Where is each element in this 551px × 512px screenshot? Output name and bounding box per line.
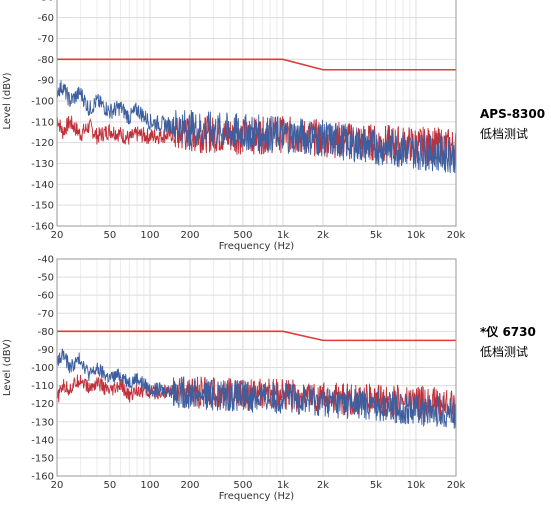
note-top-text: 低档测试 [480,127,529,141]
chart0-y-tick-label: -80 [38,55,54,66]
chart0-y-tick-label: -90 [38,76,54,87]
chart0-plot-area [57,0,456,226]
chart0-y-tick-label: -140 [31,180,54,191]
chart0-x-tick-label: 2k [317,230,329,241]
chart1-y-tick-label: -130 [31,417,54,428]
chart0-series-1-line [56,80,457,174]
chart0-y-tick-label: -60 [38,13,54,24]
chart1-y-tick-label: -70 [38,309,54,320]
chart1-x-axis-title: Frequency (Hz) [219,491,295,502]
chart0-x-tick-label: 500 [233,230,252,241]
chart1-y-tick-label: -110 [31,381,54,392]
chart1-x-tick-label: 5k [370,480,382,491]
chart0-x-tick-label: 50 [104,230,117,241]
chart0-x-tick-label: 1k [277,230,289,241]
chart0-y-tick-label: -50 [38,0,54,3]
chart1-frame [56,258,457,477]
chart1-x-tick-label: 10k [407,480,426,491]
chart1-y-tick-label: -90 [38,345,54,356]
chart0-x-tick-label: 20k [447,230,466,241]
note-bottom-text: 低档测试 [480,345,529,359]
chart0-y-tick-label: -150 [31,201,54,212]
chart1-y-tick-label: -120 [31,399,54,410]
chart1-x-tick-label: 20k [447,480,466,491]
note-top: APS-8300 低档测试 [480,104,545,144]
chart1-x-tick-label: 50 [104,480,117,491]
chart1-x-tick-label: 500 [233,480,252,491]
chart0-y-tick-label: -100 [31,97,54,108]
chart0-y-tick-label: -160 [31,222,54,233]
chart1-series-1-line [56,348,457,429]
chart0-y-tick-label: -70 [38,34,54,45]
chart-bottom: -40 -50 -60 -70 -80 -90 -100 -110 -120 -130 -140 -1… [0,255,470,507]
chart0-y-tick-label: -110 [31,117,54,128]
chart1-y-axis-title: Level (dBV) [2,339,13,396]
chart-top: -50 -60 -70 -80 -90 -100 -110 -120 -130 -140 -150 -… [0,0,470,255]
chart0-y-axis-title: Level (dBV) [2,72,13,129]
chart1-x-tick-label: 100 [140,480,159,491]
chart1-y-tick-label: -60 [38,291,54,302]
chart1-y-tick-label: -40 [38,255,54,266]
chart1-x-tick-label: 2k [317,480,329,491]
chart1-y-tick-label: -50 [38,273,54,284]
chart1-y-tick-label: -100 [31,363,54,374]
chart0-y-tick-label: -120 [31,138,54,149]
chart0-x-tick-label: 10k [407,230,426,241]
chart1-y-tick-label: -160 [31,472,54,483]
chart0-x-tick-label: 20 [51,230,64,241]
chart0-y-tick-label: -130 [31,159,54,170]
chart1-x-tick-label: 20 [51,480,64,491]
note-top-model: APS-8300 [480,107,546,121]
note-bottom-model: *仪 6730 [480,325,536,339]
chart1-y-tick-label: -150 [31,453,54,464]
chart1-limit-line [57,330,456,342]
chart0-x-tick-label: 100 [140,230,159,241]
chart1-x-tick-label: 200 [180,480,199,491]
note-bottom: *仪 6730 低档测试 [480,322,536,362]
chart0-limit-line [57,58,456,71]
chart-top-svg: -50 -60 -70 -80 -90 -100 -110 -120 -130 -140 -150 -… [2,0,466,252]
chart-bottom-svg: -40 -50 -60 -70 -80 -90 -100 -110 -120 -130 -140 -1… [2,255,466,503]
chart0-series-2-line [56,115,457,166]
chart1-y-tick-label: -140 [31,435,54,446]
chart0-x-tick-label: 200 [180,230,199,241]
chart0-x-axis-title: Frequency (Hz) [219,241,295,252]
chart1-x-tick-label: 1k [277,480,289,491]
chart0-frame [56,0,457,227]
chart0-x-tick-label: 5k [370,230,382,241]
chart1-y-tick-label: -80 [38,327,54,338]
